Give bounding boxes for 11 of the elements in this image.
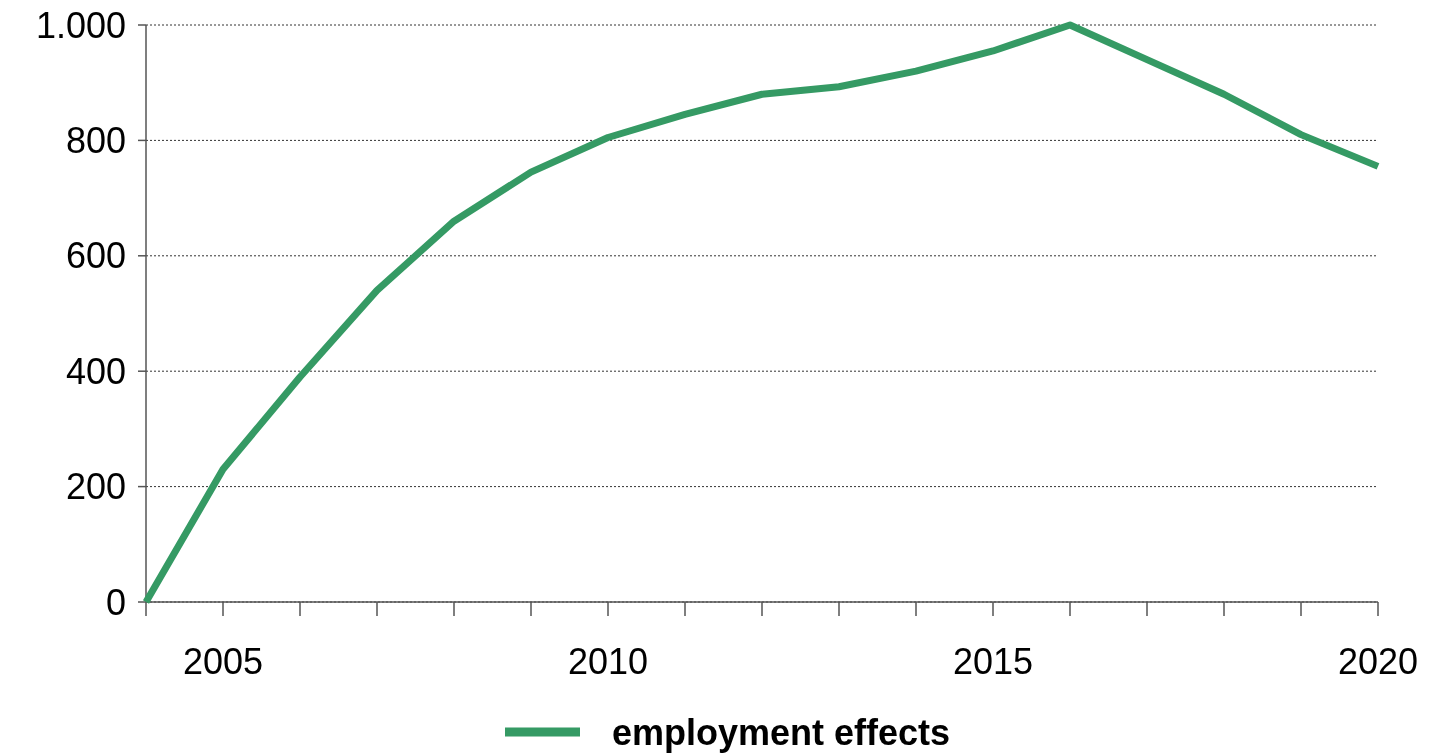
y-tick-label: 400	[65, 350, 126, 392]
y-tick-label: 1.000	[35, 4, 126, 46]
y-tick-label: 0	[105, 581, 126, 623]
y-tick-label: 200	[65, 466, 126, 508]
y-tick-label: 800	[65, 120, 126, 161]
x-tick-label: 2005	[182, 641, 264, 682]
x-tick-label: 2015	[952, 641, 1034, 682]
x-tick-label: 2010	[567, 641, 649, 682]
y-tick-label: 600	[65, 235, 126, 277]
legend-label: employment effects	[612, 711, 951, 753]
x-tick-label: 2020	[1337, 641, 1419, 682]
